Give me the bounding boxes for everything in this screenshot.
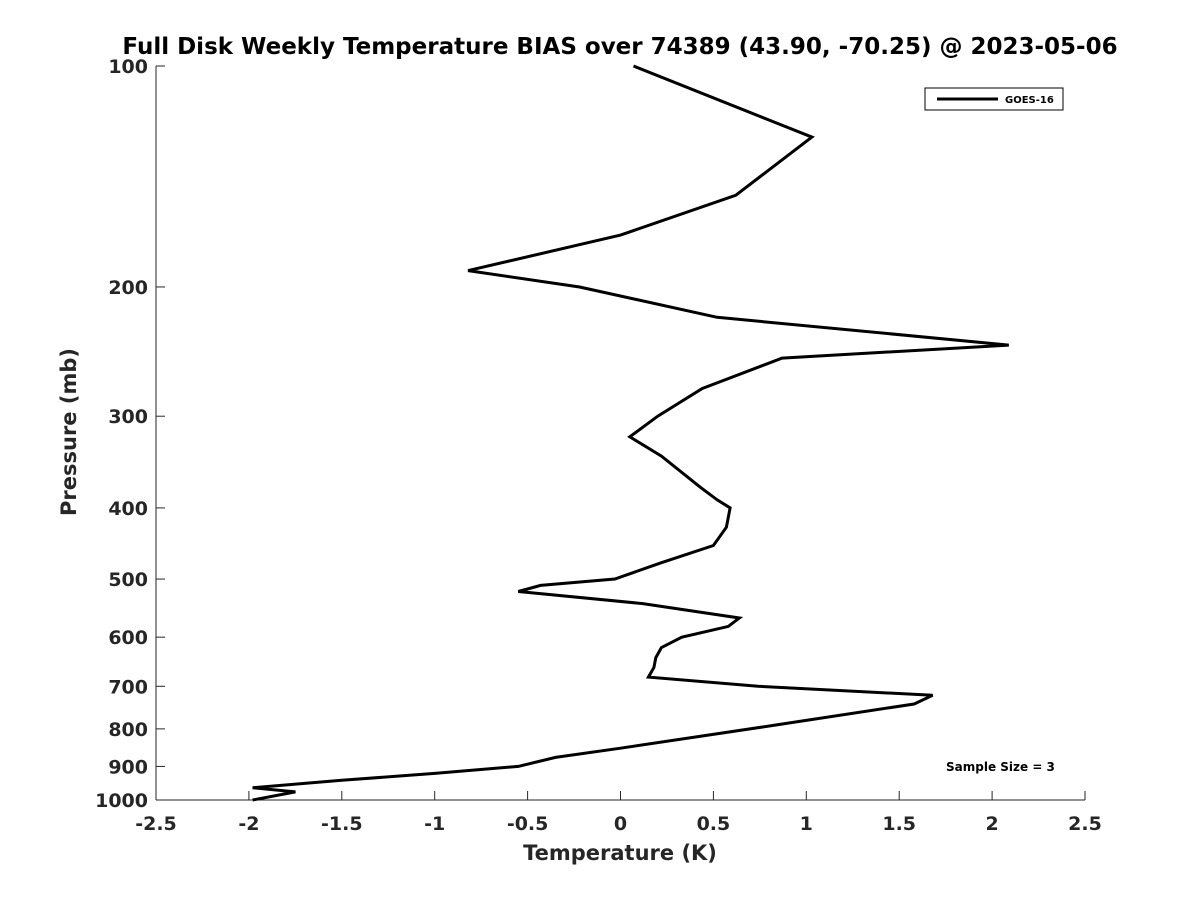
x-tick-label: 0 [614,813,627,835]
x-tick-label: -2 [238,813,259,835]
x-tick-label: 1.5 [882,813,916,835]
chart-title: Full Disk Weekly Temperature BIAS over 7… [122,34,1117,60]
x-tick-label: -0.5 [507,813,549,835]
y-tick-label: 600 [108,627,148,649]
y-tick-label: 800 [108,719,148,741]
sample-size-annotation: Sample Size = 3 [946,760,1055,774]
x-tick-label: 0.5 [697,813,731,835]
y-tick-label: 100 [108,56,148,78]
y-tick-label: 400 [108,498,148,520]
y-tick-label: 1000 [95,790,148,812]
y-tick-label: 900 [108,756,148,778]
x-tick-label: -1 [424,813,445,835]
y-tick-label: 200 [108,277,148,299]
x-tick-label: -1.5 [321,813,363,835]
x-tick-label: 2 [985,813,998,835]
axes: -2.5 -2 -1.5 -1 -0.5 0 0.5 1 1.5 2 2.5 100 200 300 400… [95,56,1102,835]
series-layer [252,64,1009,802]
x-tick-label: -2.5 [135,813,177,835]
series-line-goes-16 [252,64,1009,802]
x-tick-label: 2.5 [1068,813,1102,835]
y-tick-label: 300 [108,406,148,428]
x-axis-label: Temperature (K) [523,841,717,865]
legend: GOES-16 [924,87,1064,111]
y-tick-label: 500 [108,569,148,591]
legend-label-goes-16: GOES-16 [1005,95,1054,106]
y-tick-label: 700 [108,676,148,698]
x-tick-label: 1 [800,813,813,835]
y-axis-label: Pressure (mb) [57,348,81,516]
